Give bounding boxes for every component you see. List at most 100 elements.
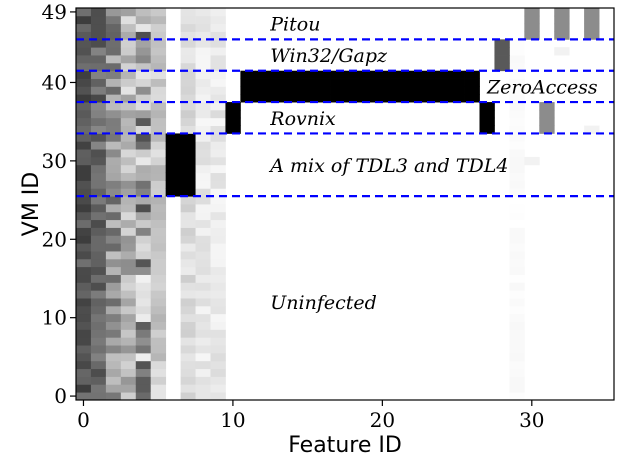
heatmap-cell <box>135 274 152 283</box>
heatmap-cell <box>105 47 122 56</box>
heatmap-cell <box>150 39 167 48</box>
heatmap-cell <box>150 352 167 362</box>
heatmap-cell <box>210 156 226 166</box>
heatmap-cell <box>345 78 361 87</box>
heatmap-cell <box>150 78 167 87</box>
heatmap-cell <box>464 78 480 87</box>
heatmap-cell <box>150 266 167 275</box>
heatmap-cell <box>180 188 196 197</box>
heatmap-cell <box>419 78 436 87</box>
heatmap-cell <box>195 282 211 291</box>
heatmap-cell <box>76 78 92 87</box>
heatmap-cell <box>180 172 196 181</box>
heatmap-cell <box>76 141 92 150</box>
heatmap-cell <box>105 39 122 48</box>
heatmap-cell <box>135 39 152 48</box>
heatmap-cell <box>120 392 137 401</box>
heatmap-cell <box>180 78 196 87</box>
heatmap-cell <box>150 70 167 79</box>
heatmap-cell <box>509 266 525 275</box>
heatmap-cell <box>584 8 600 17</box>
heatmap-cell <box>195 290 211 299</box>
heatmap-cell <box>150 282 167 291</box>
heatmap-cell <box>165 149 182 158</box>
heatmap-cell <box>90 78 107 87</box>
heatmap-cell <box>150 156 167 166</box>
heatmap-cell <box>90 125 107 134</box>
heatmap-cell <box>195 55 211 64</box>
heatmap-cell <box>135 8 152 17</box>
heatmap-cell <box>210 8 226 17</box>
heatmap-cell <box>135 321 152 330</box>
heatmap-cell <box>539 109 555 119</box>
heatmap-cell <box>90 352 107 362</box>
heatmap-cell <box>180 305 196 315</box>
heatmap-cell <box>150 196 167 205</box>
heatmap-cell <box>210 141 226 150</box>
heatmap-cell <box>90 141 107 150</box>
heatmap-cell <box>76 219 92 228</box>
heatmap-cell <box>524 31 540 40</box>
heatmap-cell <box>105 219 122 228</box>
heatmap-cell <box>195 102 211 111</box>
heatmap-cell <box>76 298 92 307</box>
heatmap-cell <box>509 117 525 126</box>
heatmap-cell <box>464 70 480 79</box>
heatmap-cell <box>90 290 107 299</box>
heatmap-cell <box>509 133 525 142</box>
heatmap-cell <box>210 15 226 25</box>
heatmap-cell <box>105 172 122 181</box>
heatmap-cell <box>210 243 226 252</box>
heatmap-cell <box>90 39 107 48</box>
heatmap-cell <box>584 15 600 25</box>
heatmap-cell <box>120 352 137 362</box>
heatmap-cell <box>105 266 122 275</box>
heatmap-cell <box>180 180 196 189</box>
heatmap-cell <box>90 274 107 283</box>
heatmap-cell <box>135 78 152 87</box>
heatmap-cell <box>195 15 211 25</box>
heatmap-cell <box>150 219 167 228</box>
heatmap-cell <box>135 62 152 72</box>
heatmap-cell <box>90 211 107 221</box>
heatmap-cell <box>509 125 525 134</box>
heatmap-cell <box>210 329 226 338</box>
heatmap-cell <box>90 196 107 205</box>
heatmap-cell <box>509 55 525 64</box>
heatmap-cell <box>76 133 92 142</box>
heatmap-cell <box>315 94 331 103</box>
heatmap-cell <box>195 133 211 142</box>
heatmap-cell <box>120 345 137 354</box>
heatmap-cell <box>150 258 167 268</box>
heatmap-cell <box>90 149 107 158</box>
heatmap-cell <box>509 243 525 252</box>
heatmap-cell <box>509 102 525 111</box>
heatmap-cell <box>76 274 92 283</box>
heatmap-cell <box>150 235 167 244</box>
heatmap-cell <box>135 313 152 322</box>
heatmap-cell <box>165 188 182 197</box>
heatmap-cell <box>76 266 92 275</box>
heatmap-cell <box>105 360 122 370</box>
heatmap-cell <box>76 180 92 189</box>
heatmap-cell <box>524 8 540 17</box>
heatmap-cell <box>180 164 196 174</box>
heatmap-cell <box>76 62 92 72</box>
heatmap-cell <box>210 55 226 64</box>
heatmap-cell <box>150 94 167 103</box>
heatmap-cell <box>464 86 480 95</box>
heatmap-cell <box>135 94 152 103</box>
heatmap-cell <box>180 196 196 205</box>
heatmap-cell <box>240 70 256 79</box>
heatmap-cell <box>330 86 346 95</box>
heatmap-cell <box>554 23 570 32</box>
heatmap-cell <box>210 235 226 244</box>
heatmap-cell <box>195 219 211 228</box>
heatmap-cell <box>509 258 525 268</box>
y-tick-label: 49 <box>42 0 67 24</box>
heatmap-cell <box>135 188 152 197</box>
heatmap-cell <box>120 251 137 260</box>
heatmap-cell <box>76 117 92 126</box>
heatmap-cell <box>90 204 107 213</box>
heatmap-cell <box>195 368 211 377</box>
